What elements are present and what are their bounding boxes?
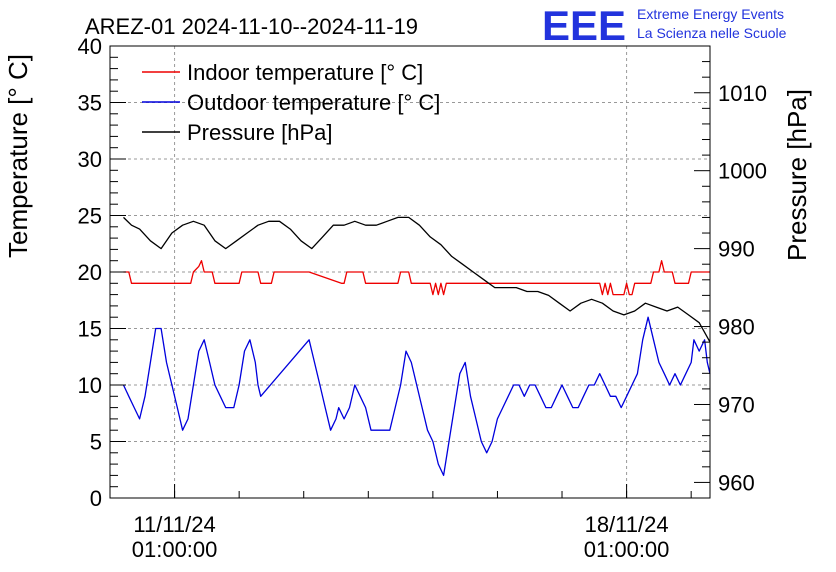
series-layer bbox=[122, 216, 711, 477]
y-tick-label: 25 bbox=[78, 204, 102, 229]
y-tick-label: 10 bbox=[78, 373, 102, 398]
y2-axis-label: Pressure [hPa] bbox=[782, 89, 812, 261]
y2-tick-label: 970 bbox=[718, 392, 755, 417]
y2-tick-label: 1000 bbox=[718, 159, 767, 184]
x-tick-label-date: 11/11/24 bbox=[133, 512, 215, 537]
axes: 11/11/2401:00:0018/11/2401:00:0005101520… bbox=[78, 34, 767, 562]
eee-logo-mark: EEE bbox=[542, 2, 626, 49]
y2-tick-label: 1010 bbox=[718, 81, 767, 106]
grid bbox=[110, 46, 710, 498]
y-tick-label: 35 bbox=[78, 91, 102, 116]
y-tick-label: 30 bbox=[78, 147, 102, 172]
y-tick-label: 0 bbox=[90, 486, 102, 511]
y-tick-label: 15 bbox=[78, 317, 102, 342]
series-line-1 bbox=[123, 260, 710, 296]
y2-tick-label: 980 bbox=[718, 315, 755, 340]
x-tick-label-date: 18/11/24 bbox=[585, 512, 669, 537]
eee-logo: EEE Extreme Energy Events La Scienza nel… bbox=[542, 2, 787, 49]
logo-line-1: Extreme Energy Events bbox=[637, 6, 784, 22]
x-tick-label-time: 01:00:00 bbox=[584, 537, 670, 562]
y-tick-label: 20 bbox=[78, 260, 102, 285]
y-tick-label: 40 bbox=[78, 34, 102, 59]
series-line-2 bbox=[122, 316, 711, 477]
legend-label-1: Indoor temperature [° C] bbox=[187, 60, 423, 85]
series-line-3 bbox=[123, 216, 711, 343]
legend-label-2: Outdoor temperature [° C] bbox=[187, 90, 440, 115]
y-tick-label: 5 bbox=[90, 430, 102, 455]
x-tick-label-time: 01:00:00 bbox=[132, 537, 218, 562]
legend: Indoor temperature [° C] Outdoor temperat… bbox=[142, 60, 440, 145]
y2-tick-label: 990 bbox=[718, 237, 755, 262]
y2-tick-label: 960 bbox=[718, 470, 755, 495]
chart-title: AREZ-01 2024-11-10--2024-11-19 bbox=[85, 14, 418, 39]
y-axis-label: Temperature [° C] bbox=[3, 54, 33, 258]
logo-line-2: La Scienza nelle Scuole bbox=[637, 25, 787, 41]
legend-label-3: Pressure [hPa] bbox=[187, 120, 333, 145]
